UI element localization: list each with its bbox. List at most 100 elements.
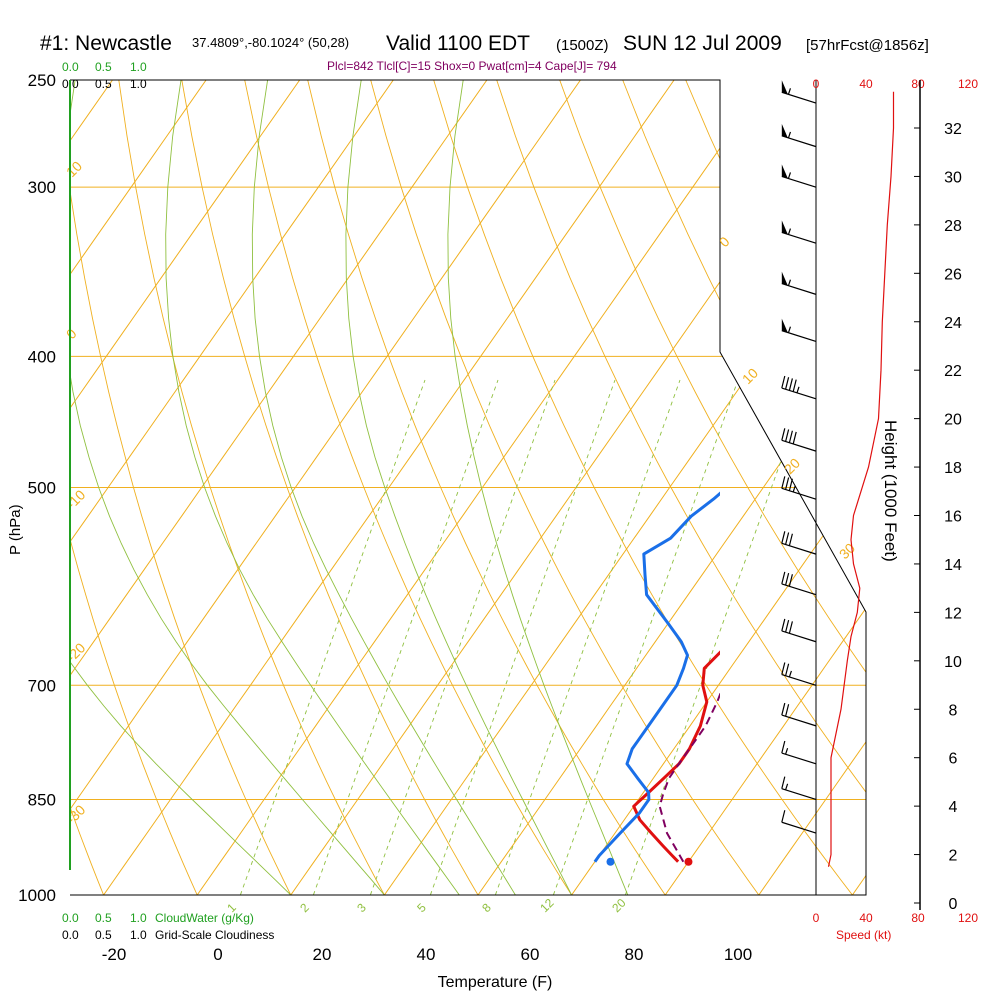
station-coords: 37.4809°,-80.1024° (50,28) bbox=[192, 35, 349, 50]
surface-dewpoint-dot bbox=[606, 857, 615, 866]
cloudiness-tick-bottom: 0.5 bbox=[95, 928, 112, 942]
wind-barb-full bbox=[781, 618, 786, 632]
wind-barb-full bbox=[785, 619, 790, 633]
isotherm-line bbox=[70, 80, 301, 895]
cloudwater-label: CloudWater (g/Kg) bbox=[155, 911, 254, 925]
wind-barb-flag bbox=[781, 123, 788, 138]
height-tick-label: 20 bbox=[944, 412, 962, 429]
parcel-line bbox=[658, 691, 720, 863]
temperature-tick-label: 60 bbox=[521, 945, 540, 964]
height-tick-label: 22 bbox=[944, 363, 962, 380]
isotherm-line bbox=[70, 80, 394, 895]
speed-tick-top: 0 bbox=[813, 77, 820, 91]
isotherm-label: -20 bbox=[63, 639, 89, 665]
mixing-ratio-label: 3 bbox=[354, 900, 369, 915]
mixing-ratio-line bbox=[489, 379, 681, 895]
height-tick-label: 30 bbox=[944, 169, 962, 186]
height-tick-label: 12 bbox=[944, 605, 962, 622]
wind-barb-half bbox=[787, 172, 792, 179]
wind-barb-staff bbox=[781, 630, 817, 643]
mixing-ratio-line bbox=[547, 379, 739, 895]
mixing-ratio-line bbox=[307, 379, 499, 895]
valid-time: Valid 1100 EDT bbox=[386, 32, 530, 55]
wind-barb-staff bbox=[781, 583, 817, 596]
wind-barb-full bbox=[785, 663, 790, 676]
skewt-guide-lines bbox=[0, 80, 866, 895]
cloudiness-tick-bottom: 0.0 bbox=[62, 928, 79, 942]
wind-barb-half bbox=[785, 748, 789, 755]
temperature-tick-label: 20 bbox=[313, 945, 332, 964]
mixing-ratio-label: 2 bbox=[297, 900, 312, 915]
isotherm-label: -30 bbox=[63, 801, 89, 827]
moist-adiabat-line bbox=[70, 80, 292, 895]
mixing-ratio-line bbox=[234, 379, 426, 895]
dry-adiabat-line bbox=[118, 80, 385, 895]
isotherm-label: 20 bbox=[781, 455, 803, 477]
speed-axis-label: Speed (kt) bbox=[836, 928, 891, 942]
wind-barb-full bbox=[788, 621, 793, 634]
wind-barb-staff bbox=[781, 752, 817, 765]
isotherm-line bbox=[70, 80, 488, 895]
isotherm-line bbox=[477, 80, 866, 895]
isotherm-line bbox=[758, 80, 866, 895]
isotherm-line bbox=[70, 80, 581, 895]
wind-barb-full bbox=[781, 776, 786, 789]
speed-tick-top: 80 bbox=[911, 77, 925, 91]
isotherm-label: 30 bbox=[836, 540, 858, 562]
dry-adiabat-line bbox=[70, 80, 292, 895]
height-tick-label: 8 bbox=[949, 702, 958, 719]
wind-speed-line bbox=[827, 91, 895, 867]
height-tick-label: 10 bbox=[944, 654, 962, 671]
isotherm-line bbox=[851, 80, 866, 895]
cloudwater-tick-top: 0.0 bbox=[62, 60, 79, 74]
isotherm-label: 10 bbox=[739, 365, 761, 387]
isotherm-label: 10 bbox=[63, 158, 85, 180]
pressure-tick-label: 850 bbox=[28, 790, 56, 809]
cloudwater-tick-bottom: 0.0 bbox=[62, 911, 79, 925]
surface-points bbox=[606, 857, 693, 866]
cloudwater-tick-top: 0.5 bbox=[95, 60, 112, 74]
wind-barb-full bbox=[781, 428, 786, 441]
sounding-series bbox=[593, 491, 720, 863]
wind-barb-full bbox=[785, 532, 790, 545]
zulu-time: (1500Z) bbox=[556, 37, 609, 54]
pressure-tick-label: 300 bbox=[28, 178, 56, 197]
isotherm-label: 0 bbox=[63, 325, 80, 342]
height-tick-label: 16 bbox=[944, 509, 962, 526]
mixing-ratio-line bbox=[364, 379, 556, 895]
wind-barb-staff bbox=[781, 439, 817, 452]
dry-adiabat-line bbox=[70, 80, 198, 895]
height-tick-label: 6 bbox=[949, 751, 958, 768]
pressure-tick-label: 400 bbox=[28, 347, 56, 366]
mixing-ratio-label: 8 bbox=[479, 900, 494, 915]
speed-tick-bottom: 80 bbox=[911, 911, 925, 925]
dew-point-line bbox=[593, 491, 720, 863]
mixing-ratio-line bbox=[619, 379, 811, 895]
wind-barb-full bbox=[785, 572, 790, 586]
moist-adiabat-line bbox=[165, 80, 460, 895]
height-tick-label: 14 bbox=[944, 557, 962, 574]
speed-tick-bottom: 120 bbox=[958, 911, 978, 925]
wind-barb-full bbox=[781, 476, 786, 489]
cloudiness-tick-top: 0.5 bbox=[95, 77, 112, 91]
wind-barb-staff bbox=[781, 821, 817, 834]
speed-tick-bottom: 40 bbox=[859, 911, 873, 925]
speed-tick-bottom: 0 bbox=[813, 911, 820, 925]
cloud-axis: 123581220100-10-20-3001020300.00.51.00.0… bbox=[62, 60, 858, 942]
wind-barb-full bbox=[788, 533, 793, 546]
wind-barb-full bbox=[781, 702, 786, 716]
wind-barb-staff bbox=[781, 788, 817, 801]
height-axis-label: Height (1000 Feet) bbox=[881, 420, 900, 562]
pressure-tick-label: 250 bbox=[28, 71, 56, 90]
height-tick-label: 24 bbox=[944, 315, 962, 332]
dry-adiabat-line bbox=[370, 80, 760, 895]
wind-barb-staff bbox=[781, 387, 817, 400]
wind-barb-full bbox=[785, 377, 790, 390]
height-tick-label: 32 bbox=[944, 121, 962, 138]
cloudwater-tick-bottom: 0.5 bbox=[95, 911, 112, 925]
wind-barb-half bbox=[788, 670, 792, 678]
wind-barb-full bbox=[781, 740, 786, 754]
surface-temperature-dot bbox=[684, 857, 693, 866]
dry-adiabat-line bbox=[0, 80, 10, 895]
wind-barb-full bbox=[785, 429, 790, 442]
